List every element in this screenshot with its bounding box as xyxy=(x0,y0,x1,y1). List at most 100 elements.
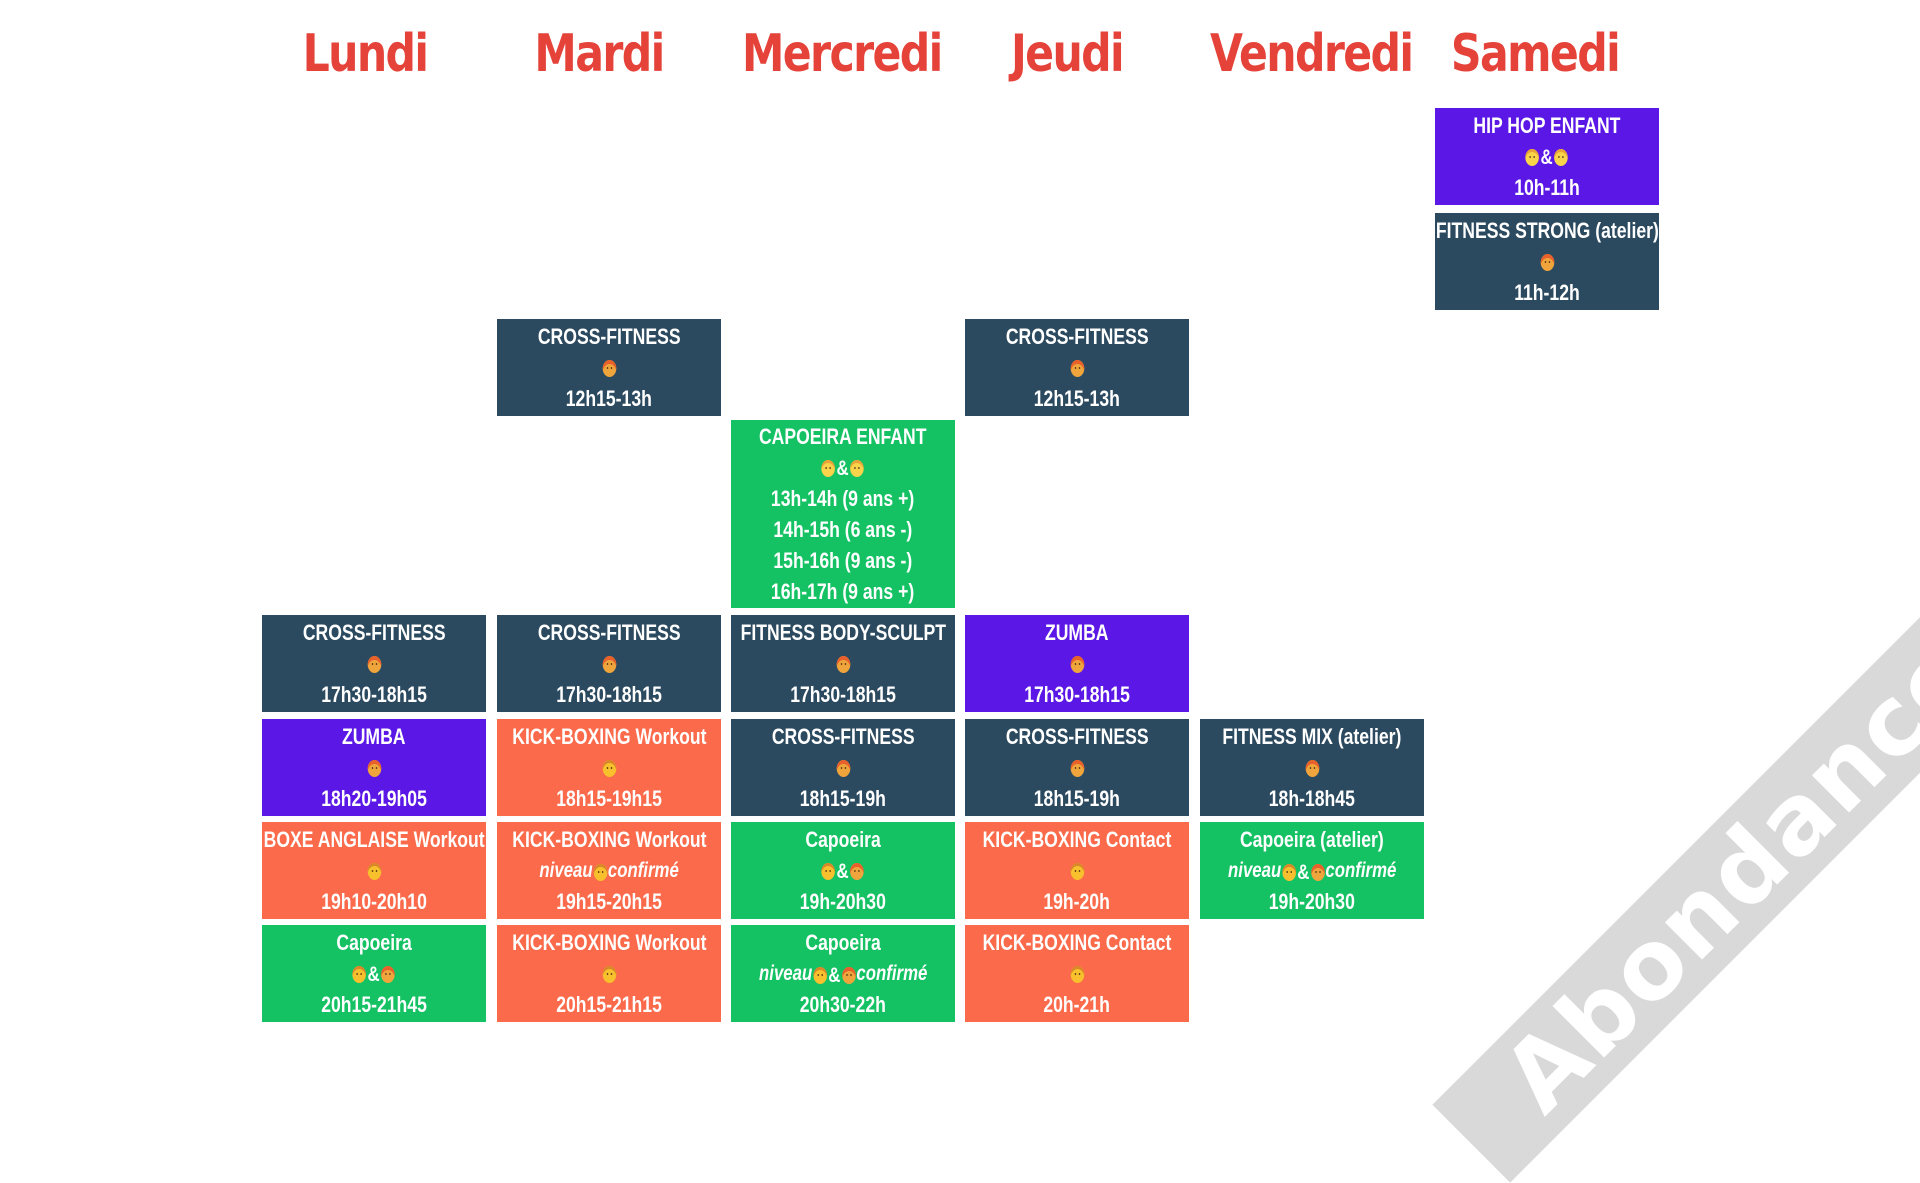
class-card-mer-capoeira-enfant[interactable]: CAPOEIRA ENFANT & 13h-14h (9 ans +) 14h-15h… xyxy=(731,420,955,608)
class-card-jeu-cross-midi[interactable]: CROSS-FITNESS 12h15-13h xyxy=(965,319,1189,416)
class-time: 18h15-19h xyxy=(1033,786,1121,811)
woman-face-icon xyxy=(381,966,396,984)
audience-icons: & xyxy=(821,855,865,886)
audience-icons xyxy=(366,855,381,886)
audience-icons xyxy=(601,648,616,679)
class-time: 10h-11h xyxy=(1514,175,1580,200)
class-card-lun-capoeira[interactable]: Capoeira & 20h15-21h45 xyxy=(262,925,486,1022)
class-card-mer-body-sculpt[interactable]: FITNESS BODY-SCULPT 17h30-18h15 xyxy=(731,615,955,712)
class-title: FITNESS MIX (atelier) xyxy=(1222,724,1402,749)
day-title-samedi: Samedi xyxy=(1450,24,1621,84)
class-title: KICK-BOXING Workout xyxy=(511,930,707,955)
class-card-jeu-kick-contact-1[interactable]: KICK-BOXING Contact 19h-20h xyxy=(965,822,1189,919)
class-title: CAPOEIRA ENFANT xyxy=(759,424,927,449)
class-title: KICK-BOXING Contact xyxy=(982,827,1172,852)
class-title: CROSS-FITNESS xyxy=(1005,324,1149,349)
class-time: 19h-20h30 xyxy=(1268,889,1356,914)
woman-face-icon xyxy=(367,760,381,778)
audience-icons: & xyxy=(821,452,865,483)
level-text: confirmé xyxy=(856,962,928,985)
class-card-jeu-kick-contact-2[interactable]: KICK-BOXING Contact 20h-21h xyxy=(965,925,1189,1022)
woman-face-icon xyxy=(1540,254,1554,272)
class-title: KICK-BOXING Contact xyxy=(982,930,1172,955)
class-card-ven-capoeira-atelier[interactable]: Capoeira (atelier) niveau & confirmé 19h-20h… xyxy=(1200,822,1424,919)
class-card-mer-cross[interactable]: CROSS-FITNESS 18h15-19h xyxy=(731,719,955,816)
class-card-lun-cross[interactable]: CROSS-FITNESS 17h30-18h15 xyxy=(262,615,486,712)
class-time: 18h15-19h15 xyxy=(556,786,662,811)
class-title: CROSS-FITNESS xyxy=(537,324,681,349)
class-time: 19h-20h30 xyxy=(799,889,887,914)
ampersand: & xyxy=(836,860,850,884)
class-time: 20h-21h xyxy=(1043,992,1111,1017)
class-card-mar-kick-workout-2[interactable]: KICK-BOXING Workout niveau confirmé 19h15-2… xyxy=(497,822,721,919)
watermark-text: Abondance xyxy=(1481,616,1920,1134)
ampersand: & xyxy=(828,964,841,988)
day-title-lundi: Lundi xyxy=(302,24,429,84)
class-time: 20h15-21h15 xyxy=(556,992,662,1017)
level-text: niveau xyxy=(758,962,813,985)
class-time: 12h15-13h xyxy=(1033,386,1121,411)
level-text: niveau xyxy=(1227,859,1282,882)
woman-face-icon xyxy=(602,656,616,674)
audience-icons xyxy=(601,352,616,383)
audience-icons xyxy=(366,648,381,679)
level-text: confirmé xyxy=(1325,859,1397,882)
child-face-icon xyxy=(1554,149,1569,167)
man-face-icon xyxy=(1070,863,1084,881)
class-card-lun-boxe-anglaise[interactable]: BOXE ANGLAISE Workout 19h10-20h10 xyxy=(262,822,486,919)
audience-icons: & xyxy=(1525,141,1569,172)
audience-icons: & xyxy=(352,958,396,989)
audience-icons xyxy=(1069,958,1084,989)
class-card-jeu-cross[interactable]: CROSS-FITNESS 18h15-19h xyxy=(965,719,1189,816)
woman-face-icon xyxy=(836,656,850,674)
class-time: 18h20-19h05 xyxy=(321,786,427,811)
level-text: niveau xyxy=(539,859,593,882)
class-card-mer-capoeira-confirme[interactable]: Capoeira niveau & confirmé 20h30-22h xyxy=(731,925,955,1022)
class-card-lun-zumba[interactable]: ZUMBA 18h20-19h05 xyxy=(262,719,486,816)
class-time: 18h-18h45 xyxy=(1268,786,1356,811)
class-title: Capoeira xyxy=(805,930,881,955)
class-card-mar-kick-workout-1[interactable]: KICK-BOXING Workout 18h15-19h15 xyxy=(497,719,721,816)
man-face-icon xyxy=(352,966,367,984)
child-face-icon xyxy=(821,460,836,478)
audience-icons xyxy=(835,648,850,679)
ampersand: & xyxy=(1297,861,1310,885)
woman-face-icon xyxy=(841,967,856,985)
class-card-mar-cross-midi[interactable]: CROSS-FITNESS 12h15-13h xyxy=(497,319,721,416)
ampersand: & xyxy=(836,457,850,481)
class-time: 15h-16h (9 ans -) xyxy=(773,548,913,573)
class-card-jeu-zumba[interactable]: ZUMBA 17h30-18h15 xyxy=(965,615,1189,712)
child-face-icon xyxy=(1525,149,1540,167)
watermark-banner: Abondance xyxy=(1432,567,1920,1183)
class-title: HIP HOP ENFANT xyxy=(1473,113,1621,138)
class-card-ven-fitness-mix[interactable]: FITNESS MIX (atelier) 18h-18h45 xyxy=(1200,719,1424,816)
audience-icons: niveau confirmé xyxy=(539,855,678,886)
man-face-icon xyxy=(1281,864,1296,882)
class-title: KICK-BOXING Workout xyxy=(511,724,707,749)
class-card-mer-capoeira[interactable]: Capoeira & 19h-20h30 xyxy=(731,822,955,919)
class-time: 13h-14h (9 ans +) xyxy=(771,486,915,511)
woman-face-icon xyxy=(1305,760,1319,778)
child-face-icon xyxy=(850,460,865,478)
audience-icons xyxy=(1539,246,1554,277)
class-time: 20h15-21h45 xyxy=(321,992,427,1017)
class-time: 17h30-18h15 xyxy=(321,682,427,707)
audience-icons xyxy=(1304,752,1319,783)
woman-face-icon xyxy=(602,360,616,378)
woman-face-icon xyxy=(1070,656,1084,674)
class-card-sam-fitness-strong[interactable]: FITNESS STRONG (atelier) 11h-12h xyxy=(1435,213,1659,310)
class-card-sam-hiphop[interactable]: HIP HOP ENFANT & 10h-11h xyxy=(1435,108,1659,205)
day-title-jeudi: Jeudi xyxy=(1010,24,1125,84)
class-time: 19h15-20h15 xyxy=(556,889,662,914)
class-title: CROSS-FITNESS xyxy=(771,724,915,749)
class-title: ZUMBA xyxy=(342,724,406,749)
class-card-mar-cross[interactable]: CROSS-FITNESS 17h30-18h15 xyxy=(497,615,721,712)
class-title: BOXE ANGLAISE Workout xyxy=(263,827,485,852)
woman-face-icon xyxy=(367,656,381,674)
class-card-mar-kick-workout-3[interactable]: KICK-BOXING Workout 20h15-21h15 xyxy=(497,925,721,1022)
woman-face-icon xyxy=(850,863,865,881)
audience-icons xyxy=(835,752,850,783)
man-face-icon xyxy=(367,863,381,881)
class-time: 17h30-18h15 xyxy=(790,682,896,707)
audience-icons xyxy=(366,752,381,783)
